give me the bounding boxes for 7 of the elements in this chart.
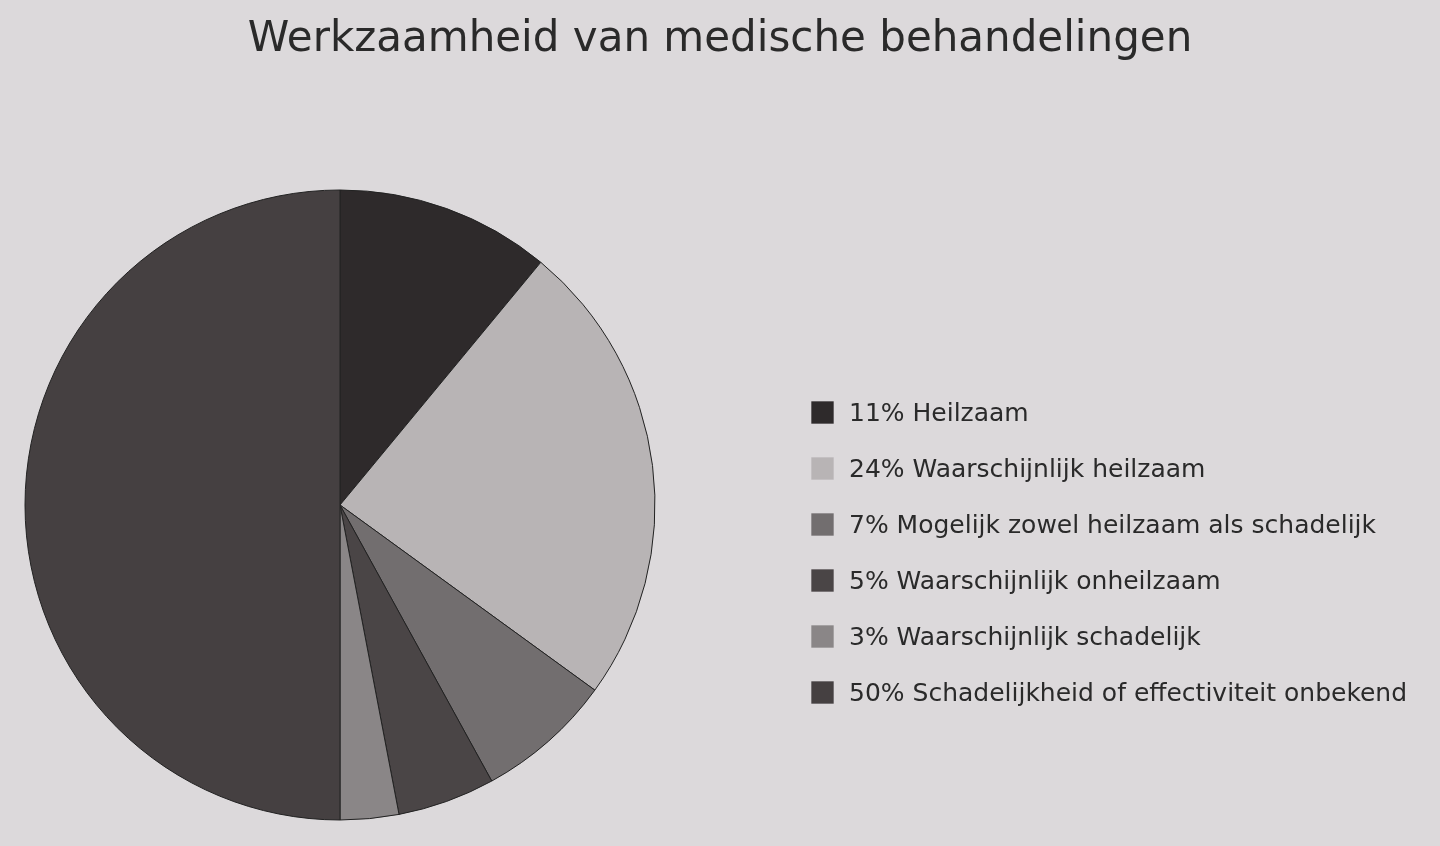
legend-label: 11% Heilzaam (849, 397, 1029, 427)
legend-label: 50% Schadelijkheid of effectiviteit onbekend (849, 677, 1408, 707)
legend-label: 3% Waarschijnlijk schadelijk (849, 621, 1202, 651)
legend-label: 7% Mogelijk zowel heilzaam als schadelijk (849, 509, 1377, 539)
legend-label: 24% Waarschijnlijk heilzaam (849, 453, 1206, 483)
chart-title: Werkzaamheid van medische behandelingen (247, 12, 1193, 61)
legend-label: 5% Waarschijnlijk onheilzaam (849, 565, 1221, 595)
